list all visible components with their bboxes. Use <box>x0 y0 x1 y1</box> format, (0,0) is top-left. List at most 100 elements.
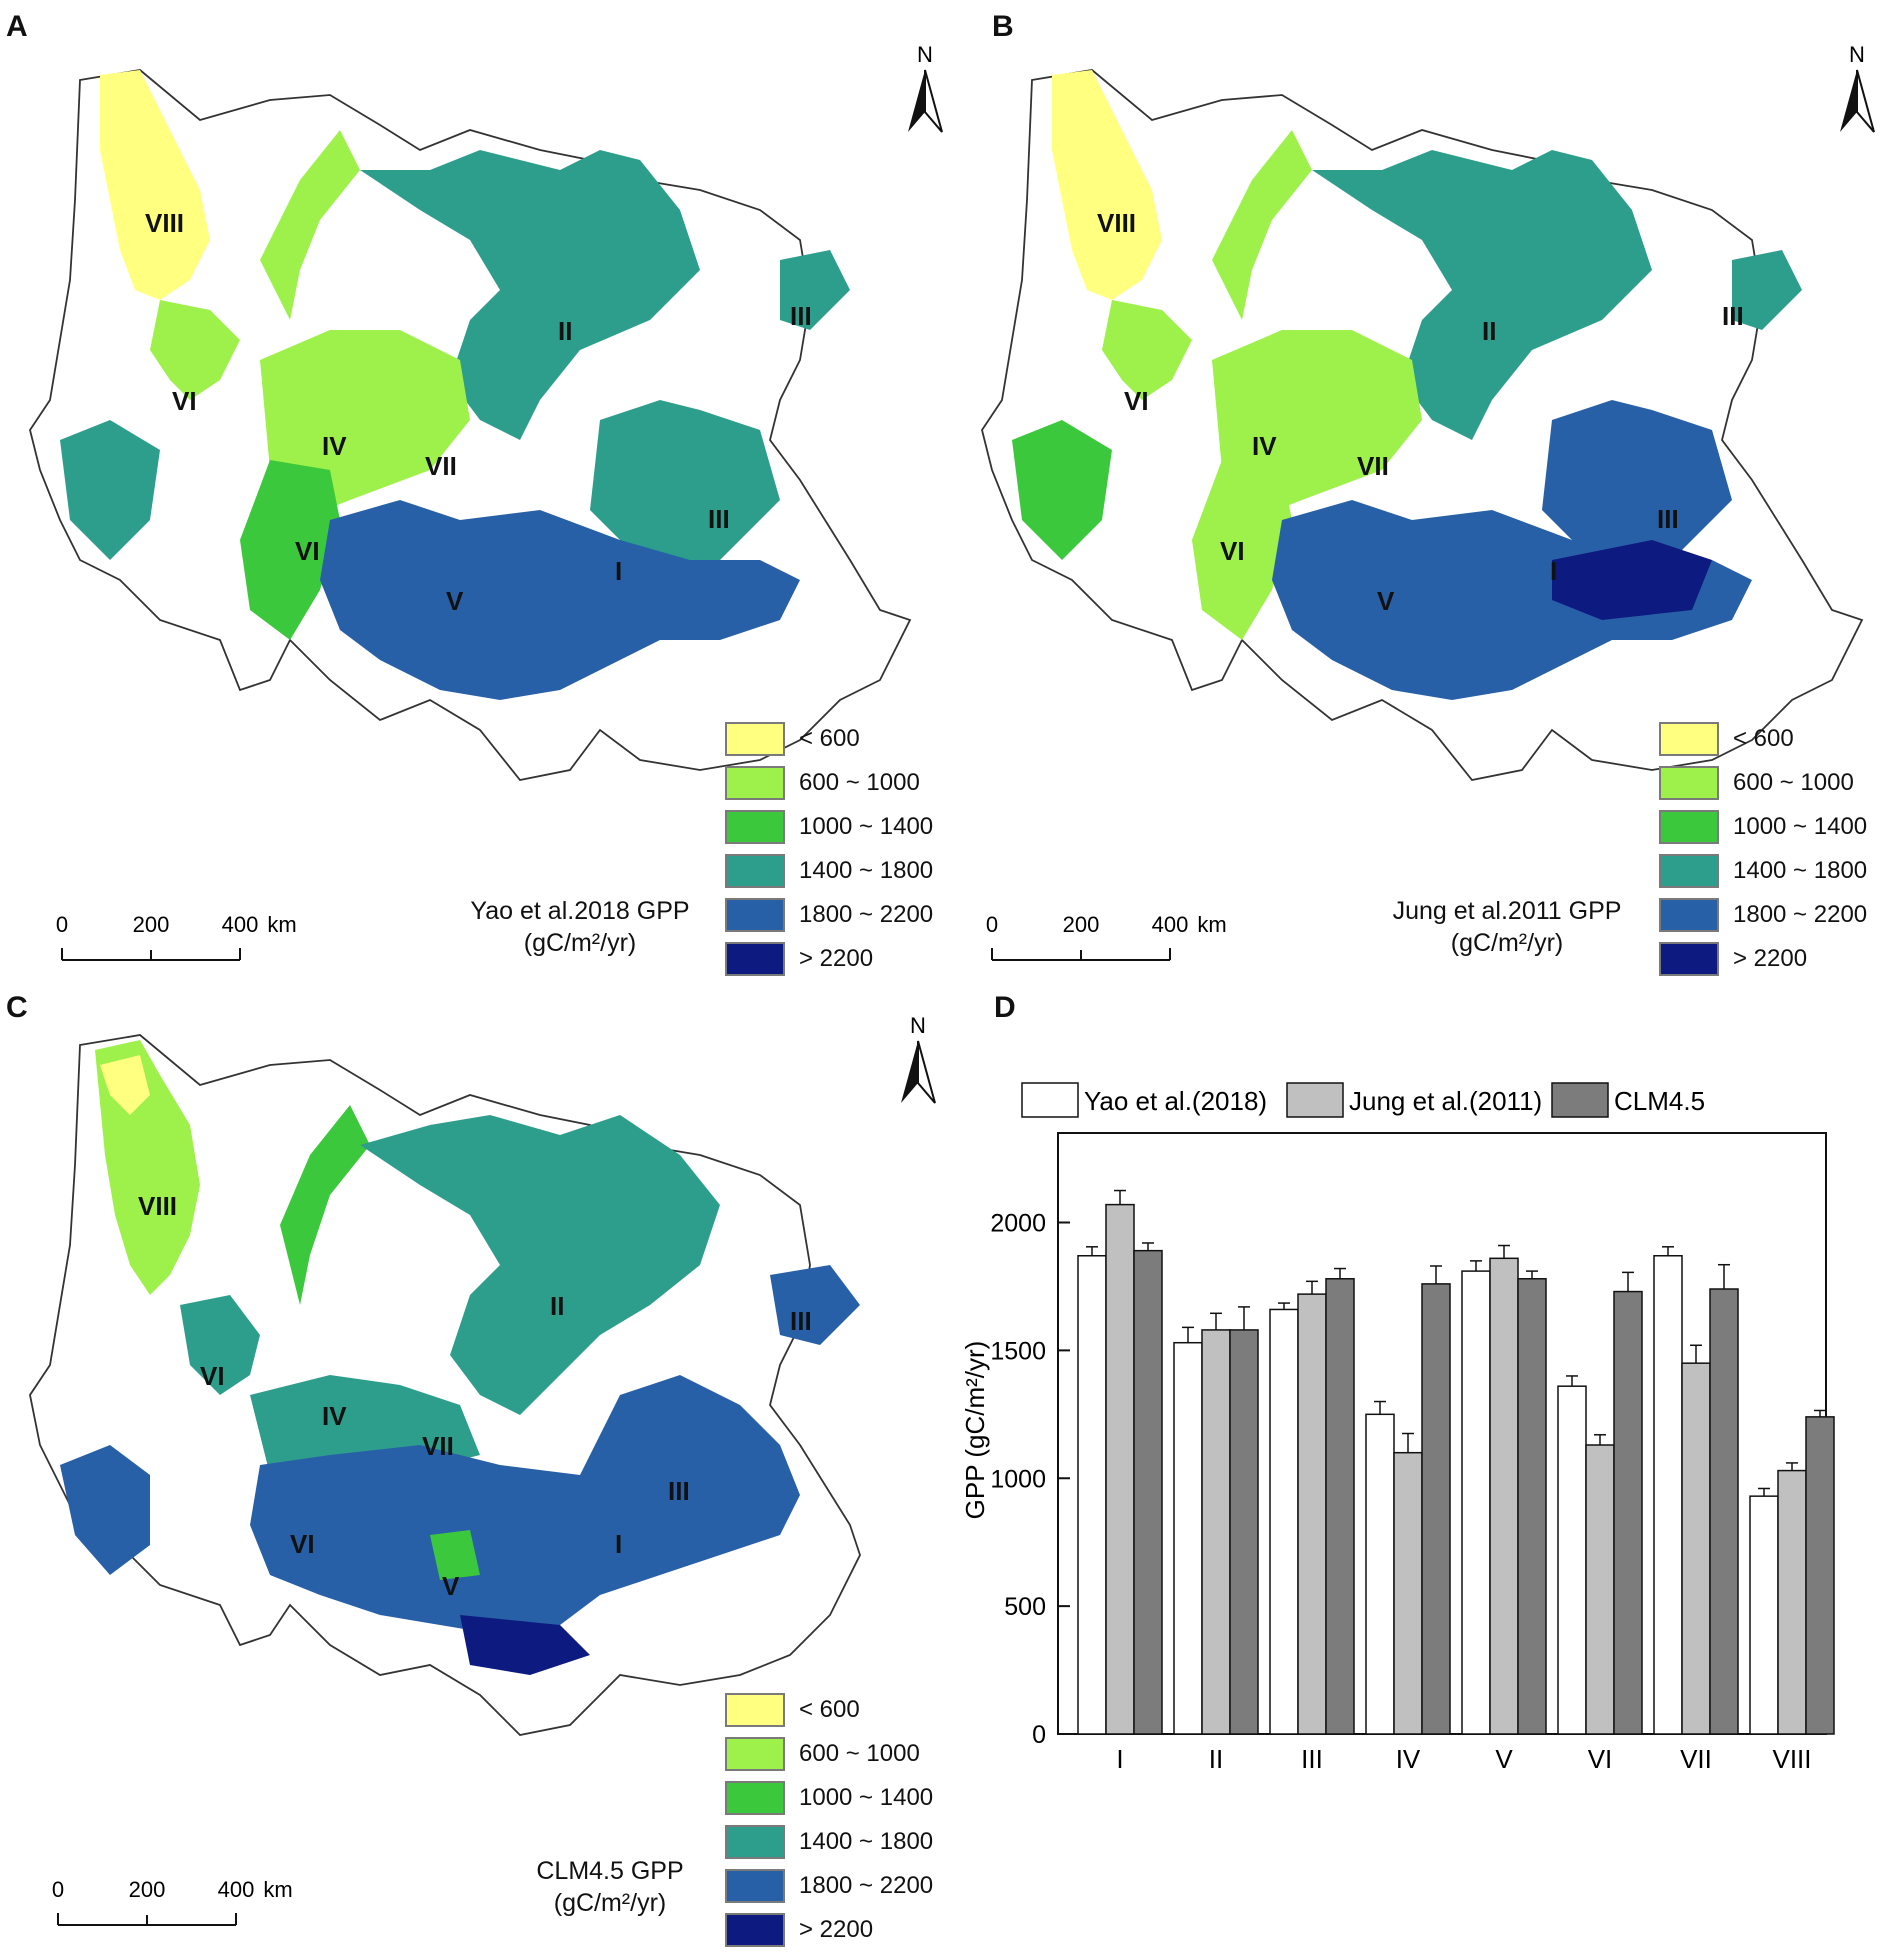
legend-label: 600 ~ 1000 <box>1733 769 1854 796</box>
scale-tick: 0 <box>986 912 998 937</box>
bar-chart: Yao et al.(2018) Jung et al.(2011) CLM4.5 … <box>960 1082 1835 1774</box>
bar <box>1421 1283 1451 1735</box>
legend-swatch <box>1659 766 1719 800</box>
bar <box>1749 1495 1779 1735</box>
legend-swatch <box>725 1693 785 1727</box>
map-b-region-label: III <box>1657 504 1679 534</box>
legend-swatch <box>725 1825 785 1859</box>
scale-tick: 400 <box>218 1877 255 1902</box>
north-label: N <box>910 1013 926 1038</box>
map-c-region-label: III <box>668 1476 690 1506</box>
map-a-region-label: V <box>446 586 464 616</box>
north-label: N <box>1849 42 1865 67</box>
map-a-region-label: II <box>558 316 572 346</box>
bar <box>1489 1257 1519 1735</box>
x-tick-label: VI <box>1588 1744 1613 1774</box>
x-axis: I II III IV V VI VII VIII <box>1116 1744 1811 1774</box>
legend-swatch <box>1551 1082 1609 1118</box>
legend-label: 1400 ~ 1800 <box>799 857 934 884</box>
legend-item: 1400 ~ 1800 <box>725 1820 933 1864</box>
legend-item: > 2200 <box>1659 937 1867 981</box>
scale-unit: km <box>1197 912 1226 937</box>
legend-label: 600 ~ 1000 <box>799 1740 920 1767</box>
panel-label-b: B <box>992 10 1014 43</box>
legend-label: 1000 ~ 1400 <box>1733 813 1868 840</box>
bar <box>1805 1416 1835 1735</box>
x-tick-label: IV <box>1396 1744 1421 1774</box>
map-title-line: CLM4.5 GPP <box>536 1857 684 1885</box>
legend-label: 1800 ~ 2200 <box>1733 901 1868 928</box>
x-tick-label: V <box>1495 1744 1513 1774</box>
legend-label: CLM4.5 <box>1614 1086 1705 1116</box>
bar <box>1201 1329 1231 1735</box>
scale-unit: km <box>263 1877 292 1902</box>
bars-group <box>1077 1189 1835 1735</box>
scale-tick: 200 <box>133 912 170 937</box>
map-title-unit: (gC/m²/yr) <box>553 1889 667 1917</box>
bar <box>1173 1341 1203 1735</box>
legend-label: 1000 ~ 1400 <box>799 813 934 840</box>
bar <box>1517 1278 1547 1735</box>
map-c-region-label: V <box>442 1571 460 1601</box>
bar <box>1613 1290 1643 1735</box>
x-tick-label: III <box>1301 1744 1323 1774</box>
legend-swatch <box>725 898 785 932</box>
bar <box>1777 1469 1807 1735</box>
y-axis-label: GPP (gC/m²/yr) <box>960 1341 990 1520</box>
scale-tick: 0 <box>52 1877 64 1902</box>
map-c-region-label: II <box>550 1291 564 1321</box>
y-tick-label: 0 <box>1032 1721 1046 1749</box>
legend-swatch <box>725 766 785 800</box>
chart-legend: Yao et al.(2018) Jung et al.(2011) CLM4.5 <box>1021 1082 1705 1118</box>
map-title-line: Jung et al.2011 GPP <box>1392 897 1622 925</box>
bar <box>1365 1413 1395 1735</box>
legend-swatch <box>725 810 785 844</box>
bar <box>1269 1308 1299 1735</box>
map-b-region-label: I <box>1550 556 1557 586</box>
legend-label: < 600 <box>799 725 860 752</box>
y-axis: 0 500 1000 1500 2000 <box>990 1210 1070 1749</box>
legend-swatch <box>1659 810 1719 844</box>
map-title-c: CLM4.5 GPP (gC/m²/yr) <box>500 1855 720 1919</box>
scale-bar: 0 200 400 km <box>986 912 1227 961</box>
north-arrow-icon: N <box>901 1013 936 1104</box>
legend-item: 1800 ~ 2200 <box>1659 893 1867 937</box>
bar <box>1133 1249 1163 1735</box>
legend-label: 1400 ~ 1800 <box>799 1828 934 1855</box>
map-a-region-label: VII <box>425 451 457 481</box>
bar <box>1557 1385 1587 1735</box>
legend-swatch <box>1659 942 1719 976</box>
legend-item: < 600 <box>1659 717 1867 761</box>
map-c-region-label: VI <box>200 1361 225 1391</box>
map-a: VIII VI IV VII II III III VI I V N 0 200… <box>29 42 943 961</box>
legend-item: 1000 ~ 1400 <box>725 1776 933 1820</box>
map-b-region-label: V <box>1377 586 1395 616</box>
scale-tick: 200 <box>1063 912 1100 937</box>
panel-label-a: A <box>6 10 28 43</box>
map-c: VIII VI IV VII II III III VI I V N 0 200… <box>29 1013 936 1926</box>
map-b-region-label: III <box>1722 301 1744 331</box>
map-c-region-label: VI <box>290 1529 315 1559</box>
panel-d: D Yao et al.(2018) Jung et al.(2011) CLM4.… <box>952 975 1904 1950</box>
panel-c: C VIII VI IV VII II III III VI I V N <box>0 975 952 1950</box>
x-tick-label: II <box>1209 1744 1223 1774</box>
legend-swatch <box>1286 1082 1344 1118</box>
legend-item: > 2200 <box>725 937 933 981</box>
map-a-region-label: VIII <box>145 208 184 238</box>
scale-unit: km <box>267 912 296 937</box>
scale-tick: 200 <box>129 1877 166 1902</box>
legend-swatch <box>1659 722 1719 756</box>
map-title-b: Jung et al.2011 GPP (gC/m²/yr) <box>1352 895 1662 959</box>
legend-label: 1000 ~ 1400 <box>799 1784 934 1811</box>
legend-item: 1800 ~ 2200 <box>725 1864 933 1908</box>
scale-tick: 400 <box>222 912 259 937</box>
legend-a: < 600 600 ~ 1000 1000 ~ 1400 1400 ~ 1800… <box>725 717 933 981</box>
legend-swatch <box>725 1737 785 1771</box>
bar <box>1325 1278 1355 1735</box>
map-b-region-label: VI <box>1124 386 1149 416</box>
legend-label: 1800 ~ 2200 <box>799 1872 934 1899</box>
legend-label: > 2200 <box>1733 945 1808 972</box>
map-b-region-label: IV <box>1252 431 1277 461</box>
legend-label: < 600 <box>1733 725 1794 752</box>
map-c-region-label: IV <box>322 1401 347 1431</box>
